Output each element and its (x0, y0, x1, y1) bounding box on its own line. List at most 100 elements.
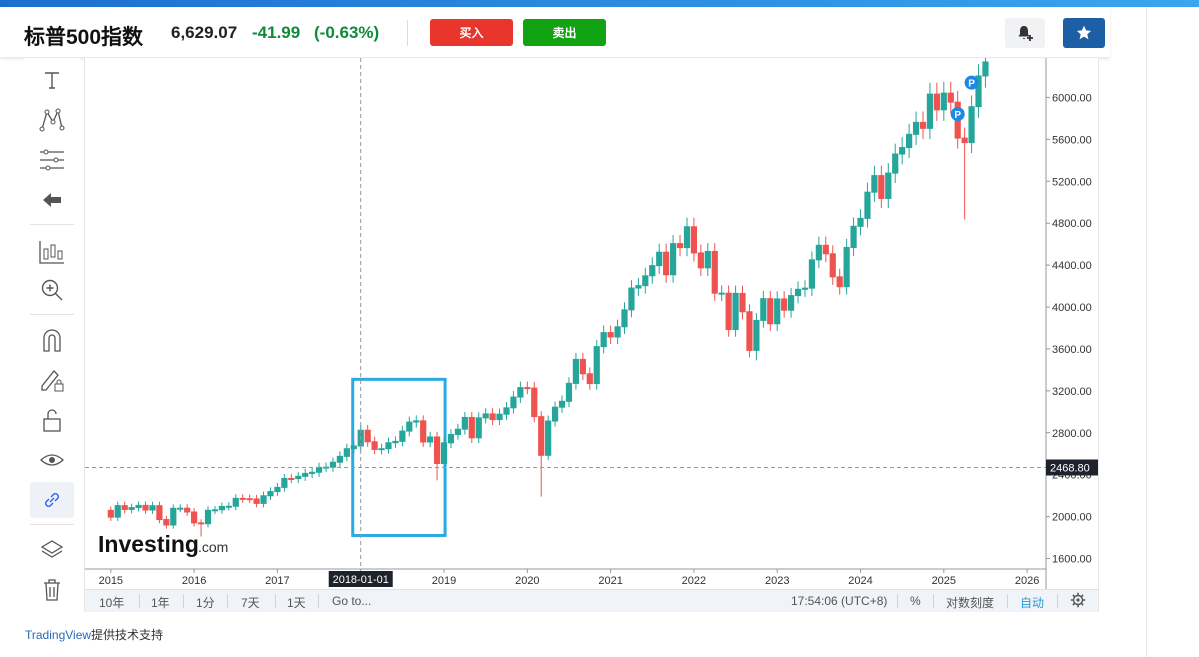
candle-body (961, 137, 968, 144)
candle-body (628, 287, 635, 311)
candle (420, 415, 427, 448)
candle-body (184, 507, 191, 513)
candle-body (690, 226, 698, 254)
toolbar-divider (30, 314, 74, 315)
price-change: -41.99 (252, 23, 301, 42)
range-7d[interactable]: 7天 (241, 596, 260, 610)
candle (600, 325, 607, 354)
candle-body (912, 121, 920, 135)
candle-body (413, 420, 420, 423)
price-chart[interactable]: 1600.002000.002400.002800.003200.003600.… (85, 58, 1098, 590)
eye-icon (40, 454, 64, 466)
candle (767, 290, 774, 332)
chart-settings-button[interactable] (1070, 592, 1086, 611)
last-price: 6,629.07 (171, 23, 238, 42)
candle-body (392, 440, 399, 444)
candle (850, 217, 857, 257)
percent-scale-toggle[interactable]: % (910, 594, 921, 608)
candle (191, 508, 198, 527)
candle (725, 285, 732, 337)
candle-body (149, 505, 156, 511)
clock-timezone[interactable]: 17:54:06 (UTC+8) (791, 594, 888, 608)
x-tick-label: 2023 (765, 575, 789, 587)
range-1d[interactable]: 1天 (287, 596, 306, 610)
candle-body (704, 250, 711, 269)
candle-body (732, 292, 739, 331)
y-tick-label: 4000.00 (1052, 302, 1092, 314)
y-tick-label: 1600.00 (1052, 554, 1092, 566)
watchlist-star-button[interactable] (1063, 18, 1105, 48)
magnet-tool[interactable] (30, 322, 74, 358)
visibility-tool[interactable] (30, 442, 74, 478)
candle-body (371, 441, 378, 450)
candle (149, 501, 156, 514)
candle (246, 494, 253, 504)
log-scale-toggle[interactable]: 对数刻度 (946, 596, 995, 610)
candle-body (281, 477, 288, 488)
candle (760, 290, 767, 328)
candle-body (857, 217, 864, 227)
candle (801, 280, 809, 298)
candle (253, 494, 260, 508)
candle (697, 244, 704, 277)
drawing-toolbar (24, 58, 80, 610)
candle-body (614, 326, 621, 338)
candle-body (524, 387, 531, 390)
toolbar-divider (30, 524, 74, 525)
layers-tool[interactable] (30, 532, 74, 568)
delete-tool[interactable] (30, 572, 74, 608)
bottom-divider (139, 594, 140, 608)
candle-body (850, 225, 857, 248)
buy-button[interactable]: 买入 (430, 19, 513, 46)
y-tick-label: 4800.00 (1052, 218, 1092, 230)
candle (940, 81, 947, 121)
candle (267, 487, 274, 500)
tradingview-link[interactable]: TradingView (25, 628, 92, 642)
candle (364, 424, 371, 447)
candle-body (204, 509, 212, 525)
back-arrow-tool[interactable] (30, 182, 74, 218)
crosshair-x-label-bg (328, 571, 393, 587)
sell-button[interactable]: 卖出 (523, 19, 606, 46)
range-1m[interactable]: 1分 (196, 596, 215, 610)
range-10y[interactable]: 10年 (99, 596, 125, 610)
range-1y[interactable]: 1年 (151, 596, 170, 610)
candle-body (406, 421, 413, 432)
candle (586, 367, 593, 390)
candle (642, 267, 649, 294)
fib-tool[interactable] (30, 142, 74, 178)
candle (892, 143, 899, 184)
candle (572, 352, 580, 390)
candle-body (531, 387, 538, 418)
goto-date-button[interactable]: Go to... (332, 594, 372, 608)
candle (489, 408, 496, 426)
candle-body (461, 416, 468, 430)
candle (225, 502, 232, 511)
bottom-divider (183, 594, 184, 608)
auto-scale-toggle[interactable]: 自动 (1020, 596, 1045, 610)
pattern-tool[interactable] (30, 102, 74, 138)
lock-all-tool[interactable] (30, 402, 74, 438)
x-tick-label: 2022 (682, 575, 706, 587)
text-tool[interactable] (30, 62, 74, 98)
candle-body (336, 455, 343, 463)
zoom-tool[interactable] (30, 272, 74, 308)
candle-body (711, 250, 718, 294)
lock-drawing-tool[interactable] (30, 362, 74, 398)
candle (676, 234, 684, 257)
candle (878, 165, 885, 208)
candle-body (899, 147, 906, 155)
candle-body (489, 413, 496, 421)
candle-body (260, 495, 267, 504)
candle-body (767, 298, 774, 325)
candle-body (135, 504, 142, 509)
link-tool[interactable] (30, 482, 74, 518)
add-alert-button[interactable] (1005, 18, 1045, 48)
candle (336, 451, 343, 467)
candle-body (329, 461, 337, 468)
candle (517, 381, 524, 403)
indicator-tool[interactable] (30, 234, 74, 270)
bottom-divider (227, 594, 228, 608)
candle-body (517, 387, 524, 398)
candle-body (822, 244, 829, 255)
